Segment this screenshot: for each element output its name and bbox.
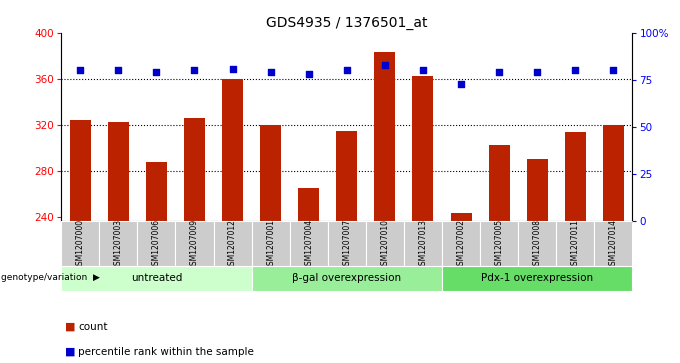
Title: GDS4935 / 1376501_at: GDS4935 / 1376501_at xyxy=(266,16,428,30)
Point xyxy=(227,66,238,72)
FancyBboxPatch shape xyxy=(214,221,252,267)
Bar xyxy=(527,159,547,221)
Bar xyxy=(108,122,129,221)
Bar xyxy=(337,131,357,221)
Point xyxy=(151,69,162,75)
Bar xyxy=(70,120,90,221)
Text: percentile rank within the sample: percentile rank within the sample xyxy=(78,347,254,357)
FancyBboxPatch shape xyxy=(99,221,137,267)
Bar xyxy=(222,79,243,221)
Bar xyxy=(413,76,433,221)
FancyBboxPatch shape xyxy=(480,221,518,267)
Bar xyxy=(603,125,624,221)
Point xyxy=(303,71,314,77)
Bar xyxy=(146,162,167,221)
Text: GSM1207000: GSM1207000 xyxy=(75,219,85,270)
FancyBboxPatch shape xyxy=(328,221,366,267)
Text: GSM1207006: GSM1207006 xyxy=(152,219,161,270)
FancyBboxPatch shape xyxy=(137,221,175,267)
Text: GSM1207014: GSM1207014 xyxy=(609,219,618,270)
FancyBboxPatch shape xyxy=(61,221,99,267)
Point xyxy=(265,69,276,75)
FancyBboxPatch shape xyxy=(175,221,214,267)
Text: GSM1207007: GSM1207007 xyxy=(342,219,352,270)
Bar xyxy=(184,118,205,221)
Point xyxy=(456,81,466,86)
Bar xyxy=(299,188,319,221)
Text: β-gal overexpression: β-gal overexpression xyxy=(292,273,401,283)
Text: GSM1207003: GSM1207003 xyxy=(114,219,123,270)
Point xyxy=(608,68,619,73)
Text: GSM1207011: GSM1207011 xyxy=(571,219,580,270)
Text: genotype/variation  ▶: genotype/variation ▶ xyxy=(1,273,100,282)
Text: GSM1207004: GSM1207004 xyxy=(304,219,313,270)
Bar xyxy=(451,213,471,221)
Text: ■: ■ xyxy=(65,322,75,332)
FancyBboxPatch shape xyxy=(442,221,480,267)
Text: GSM1207012: GSM1207012 xyxy=(228,219,237,270)
FancyBboxPatch shape xyxy=(556,221,594,267)
Point xyxy=(189,68,200,73)
Point xyxy=(75,68,86,73)
Point xyxy=(341,68,352,73)
FancyBboxPatch shape xyxy=(252,221,290,267)
FancyBboxPatch shape xyxy=(594,221,632,267)
Bar xyxy=(375,52,395,221)
Bar xyxy=(260,125,281,221)
FancyBboxPatch shape xyxy=(518,221,556,267)
FancyBboxPatch shape xyxy=(290,221,328,267)
Point xyxy=(418,68,428,73)
Point xyxy=(379,62,390,68)
Text: GSM1207002: GSM1207002 xyxy=(456,219,466,270)
FancyBboxPatch shape xyxy=(442,266,632,291)
Text: GSM1207008: GSM1207008 xyxy=(532,219,542,270)
Point xyxy=(570,68,581,73)
FancyBboxPatch shape xyxy=(252,266,442,291)
Text: count: count xyxy=(78,322,107,332)
Text: untreated: untreated xyxy=(131,273,182,283)
Point xyxy=(494,69,505,75)
FancyBboxPatch shape xyxy=(61,266,252,291)
Point xyxy=(532,69,543,75)
Text: ■: ■ xyxy=(65,347,75,357)
Text: GSM1207005: GSM1207005 xyxy=(494,219,504,270)
Bar xyxy=(565,132,585,221)
Text: GSM1207010: GSM1207010 xyxy=(380,219,390,270)
Text: GSM1207001: GSM1207001 xyxy=(266,219,275,270)
FancyBboxPatch shape xyxy=(366,221,404,267)
Text: GSM1207013: GSM1207013 xyxy=(418,219,428,270)
Text: Pdx-1 overexpression: Pdx-1 overexpression xyxy=(481,273,593,283)
FancyBboxPatch shape xyxy=(404,221,442,267)
Text: GSM1207009: GSM1207009 xyxy=(190,219,199,270)
Point xyxy=(113,68,124,73)
Bar xyxy=(489,146,509,221)
